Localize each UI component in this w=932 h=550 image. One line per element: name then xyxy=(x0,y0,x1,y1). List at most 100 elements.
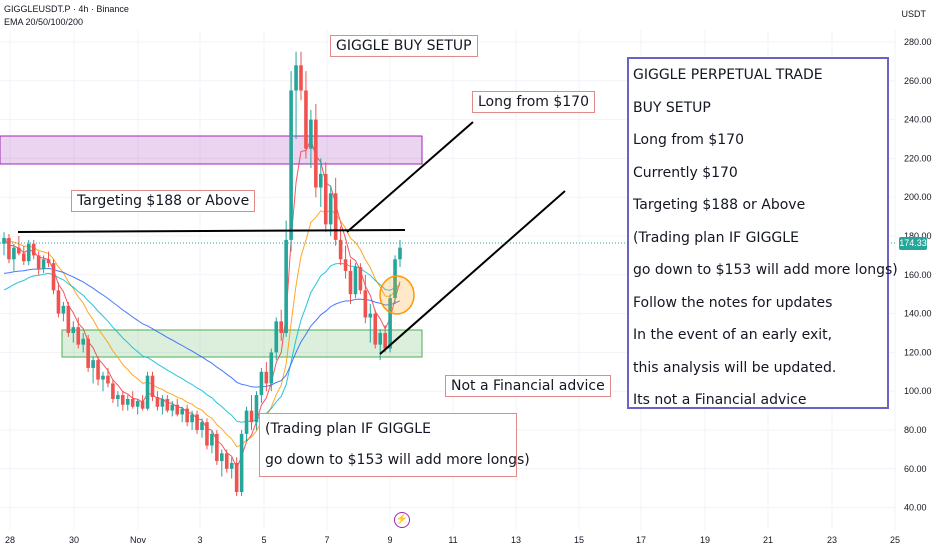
info-box[interactable]: GIGGLE PERPETUAL TRADE BUY SETUP Long fr… xyxy=(627,57,898,409)
candle-body xyxy=(304,90,308,149)
y-tick-label: 100.00 xyxy=(904,386,932,396)
candle-body xyxy=(279,321,283,333)
info-line: Follow the notes for updates xyxy=(633,294,833,311)
candle-body xyxy=(259,371,264,396)
candle-body xyxy=(111,383,115,399)
lightning-icon[interactable]: ⚡ xyxy=(394,512,410,528)
candle-body xyxy=(363,290,368,318)
trend-line-upper[interactable] xyxy=(346,121,474,233)
info-line: Targeting $188 or Above xyxy=(633,197,806,213)
resistance-zone xyxy=(0,135,423,165)
x-tick-label: 30 xyxy=(69,535,79,545)
candle-body xyxy=(205,422,209,446)
x-tick-label: 5 xyxy=(261,535,266,545)
candle-body xyxy=(12,247,16,260)
candle-body xyxy=(61,305,66,314)
trend-line-lower[interactable] xyxy=(379,190,566,355)
info-line: GIGGLE PERPETUAL TRADE xyxy=(633,67,823,83)
plan-note[interactable]: (Trading plan IF GIGGLE go down to $153 … xyxy=(259,413,530,477)
x-axis: 28 30 Nov 3 5 7 9 11 13 15 17 19 21 23 25 xyxy=(5,535,900,545)
candle-body xyxy=(215,433,219,462)
x-tick-label: 28 xyxy=(5,535,15,545)
candle-body xyxy=(254,395,259,423)
long-from-annotation[interactable]: Long from $170 xyxy=(472,91,595,113)
candle-body xyxy=(338,239,343,260)
candle-body xyxy=(343,259,348,271)
candle-body xyxy=(106,375,110,384)
y-tick-label: 40.00 xyxy=(904,503,927,513)
candle-body xyxy=(7,237,11,260)
candle-body xyxy=(368,313,373,318)
candle-body xyxy=(81,338,85,345)
candle-body xyxy=(383,333,387,349)
candle-body xyxy=(244,410,249,434)
y-axis: 280.00 260.00 240.00 220.00 200.00 180.00 160.… xyxy=(904,37,932,513)
x-tick-label: 17 xyxy=(636,535,646,545)
candle-body xyxy=(239,433,244,493)
candle-body xyxy=(17,247,21,254)
y-tick-label: 260.00 xyxy=(904,76,932,86)
candle-body xyxy=(175,404,180,415)
info-line: go down to $153 will add more longs) xyxy=(633,262,898,278)
x-tick-label: 3 xyxy=(197,535,202,545)
info-line: Its not a Financial advice xyxy=(633,392,807,408)
candle-body xyxy=(229,462,234,469)
x-tick-label: 11 xyxy=(448,535,457,545)
candle-body xyxy=(299,65,303,91)
ema-line xyxy=(3,267,401,388)
candle-body xyxy=(398,247,402,260)
candle-body xyxy=(378,333,382,345)
info-line: In the event of an early exit, xyxy=(633,327,833,343)
candle-body xyxy=(323,173,328,225)
candle-body xyxy=(125,398,130,405)
targeting-annotation[interactable]: Targeting $188 or Above xyxy=(71,190,256,212)
y-tick-label: 240.00 xyxy=(904,115,932,125)
candle-body xyxy=(180,408,184,415)
candle-body xyxy=(160,398,165,407)
candle-body xyxy=(2,237,6,244)
y-tick-label: 140.00 xyxy=(904,309,932,319)
candle-body xyxy=(71,327,76,333)
candles xyxy=(2,51,402,496)
candle-body xyxy=(269,352,274,384)
not-advice-annotation[interactable]: Not a Financial advice xyxy=(445,375,611,397)
candle-body xyxy=(185,408,189,423)
candle-body xyxy=(150,375,155,398)
candle-body xyxy=(86,338,90,368)
title-annotation[interactable]: GIGGLE BUY SETUP xyxy=(330,35,478,57)
y-tick-label: 160.00 xyxy=(904,270,932,280)
current-price-tag: 174.33 xyxy=(899,237,927,250)
candle-body xyxy=(101,375,105,380)
candle-body xyxy=(294,65,298,91)
candle-body xyxy=(121,395,125,405)
candle-body xyxy=(135,400,140,407)
candle-body xyxy=(56,290,61,314)
candle-body xyxy=(51,263,56,291)
candle-body xyxy=(130,398,135,407)
candle-body xyxy=(393,259,397,299)
x-tick-label: 25 xyxy=(890,535,900,545)
ema-line xyxy=(3,262,401,423)
y-tick-label: 180.00 xyxy=(904,231,932,241)
candle-body xyxy=(140,400,145,409)
candle-body xyxy=(36,255,41,269)
ema-legend: EMA 20/50/100/200 xyxy=(4,17,84,27)
horizontal-level-line[interactable] xyxy=(17,229,406,233)
info-line: BUY SETUP xyxy=(633,99,711,116)
x-tick-label: 23 xyxy=(827,535,837,545)
x-tick-label: Nov xyxy=(130,535,147,545)
x-tick-label: 21 xyxy=(763,535,773,545)
candle-body xyxy=(284,239,288,333)
symbol-line: GIGGLEUSDT.P · 4h · Binance xyxy=(4,4,129,14)
candle-body xyxy=(165,398,170,411)
candle-body xyxy=(234,462,239,493)
candle-body xyxy=(333,193,338,240)
candle-body xyxy=(26,243,31,262)
candle-body xyxy=(200,422,204,430)
info-line: (Trading plan IF GIGGLE xyxy=(633,229,799,246)
candle-body xyxy=(249,410,254,423)
candle-body xyxy=(353,267,358,295)
candle-body xyxy=(190,414,194,423)
x-tick-label: 15 xyxy=(574,535,584,545)
